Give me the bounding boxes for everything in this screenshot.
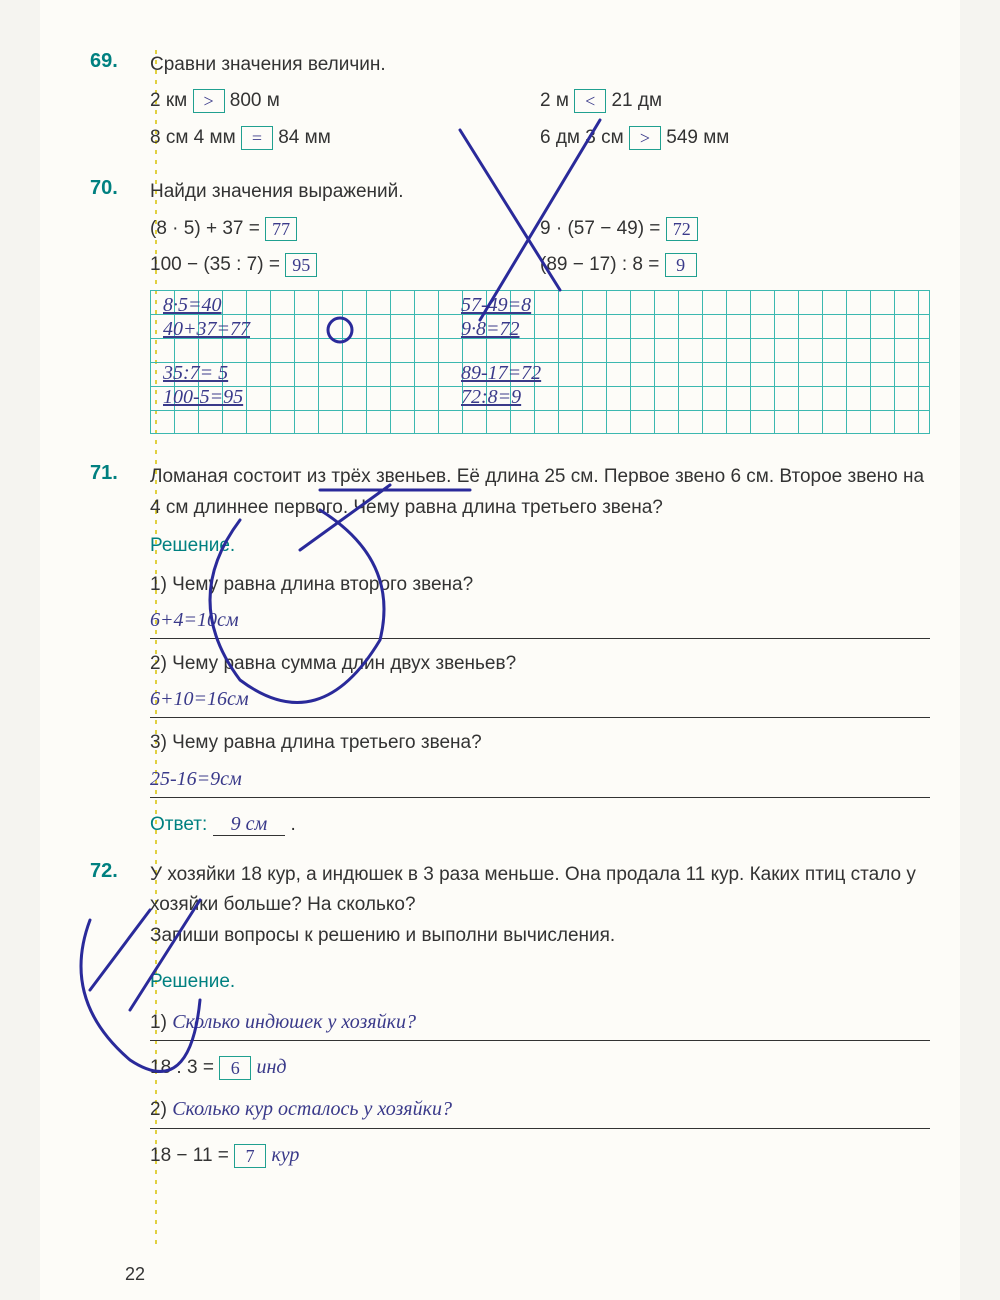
task-number: 69. <box>90 50 150 159</box>
task-prompt: Найди значения выражений. <box>150 177 930 207</box>
handwritten-answer: 6+4=10см <box>150 604 930 639</box>
work-line: 89-17=72 <box>461 361 541 385</box>
final-answer: 9 см <box>213 813 286 836</box>
work-line: 40+37=77 <box>163 317 250 341</box>
comparison-answer: < <box>574 89 606 113</box>
page-number: 22 <box>125 1264 145 1285</box>
task-70: 70. Найди значения выражений. (8 · 5) + … <box>90 177 930 444</box>
task-number: 72. <box>90 860 150 1171</box>
answer-label: Ответ: <box>150 814 207 835</box>
expression: 9 · (57 − 49) = <box>540 218 660 239</box>
expression: (8 · 5) + 37 = <box>150 218 260 239</box>
expression-answer: 6 <box>219 1056 251 1080</box>
compare-left: 2 км > 800 м <box>150 86 540 116</box>
operand: 84 мм <box>278 127 331 148</box>
calc-row: 18 − 11 = 7 кур <box>150 1139 930 1171</box>
operand: 549 мм <box>666 127 729 148</box>
unit: кур <box>271 1144 299 1166</box>
expr-right: 9 · (57 − 49) = 72 <box>540 214 930 244</box>
work-line: 35:7= 5 <box>163 361 250 385</box>
step-number: 2) <box>150 1099 167 1120</box>
compare-right: 6 дм 3 см > 549 мм <box>540 123 930 153</box>
step-row: 2) Сколько кур осталось у хозяйки? <box>150 1093 930 1128</box>
expression-answer: 7 <box>234 1144 266 1168</box>
work-line: 9·8=72 <box>461 317 541 341</box>
compare-row: 8 см 4 мм = 84 мм 6 дм 3 см > 549 мм <box>150 123 930 153</box>
expr-left: 100 − (35 : 7) = 95 <box>150 250 540 280</box>
compare-right: 2 м < 21 дм <box>540 86 930 116</box>
task-number: 71. <box>90 462 150 840</box>
comparison-answer: > <box>193 89 225 113</box>
step-number: 1) <box>150 1012 167 1033</box>
work-line: 72:8=9 <box>461 385 541 409</box>
comparison-answer: = <box>241 126 273 150</box>
expression-answer: 72 <box>666 217 698 241</box>
question: 2) Чему равна сумма длин двух звеньев? <box>150 649 930 679</box>
work-line <box>461 341 541 361</box>
task-72: 72. У хозяйки 18 кур, а индюшек в 3 раза… <box>90 860 930 1171</box>
unit: инд <box>256 1056 286 1078</box>
task-prompt: Ломаная состоит из трёх звеньев. Её длин… <box>150 462 930 523</box>
task-body: Сравни значения величин. 2 км > 800 м 2 … <box>150 50 930 159</box>
expression-answer: 77 <box>265 217 297 241</box>
task-69: 69. Сравни значения величин. 2 км > 800 … <box>90 50 930 159</box>
expr-right: (89 − 17) : 8 = 9 <box>540 250 930 280</box>
expression-answer: 9 <box>665 253 697 277</box>
work-column-right: 57-49=8 9·8=72 89-17=72 72:8=9 <box>461 293 541 409</box>
expression: 18 : 3 = <box>150 1057 214 1078</box>
operand: 8 см 4 мм <box>150 127 236 148</box>
expr-left: (8 · 5) + 37 = 77 <box>150 214 540 244</box>
expression-row: 100 − (35 : 7) = 95 (89 − 17) : 8 = 9 <box>150 250 930 280</box>
handwritten-answer: 6+10=16см <box>150 683 930 718</box>
handwritten-question: Сколько индюшек у хозяйки? <box>172 1011 416 1033</box>
comparison-answer: > <box>629 126 661 150</box>
solution-heading: Решение. <box>150 967 930 997</box>
expression: (89 − 17) : 8 = <box>540 254 659 275</box>
compare-left: 8 см 4 мм = 84 мм <box>150 123 540 153</box>
task-body: Найди значения выражений. (8 · 5) + 37 =… <box>150 177 930 444</box>
question: 3) Чему равна длина третьего звена? <box>150 728 930 758</box>
task-instruction: Запиши вопросы к решению и выполни вычис… <box>150 921 930 951</box>
task-prompt: Сравни значения величин. <box>150 50 930 80</box>
expression: 100 − (35 : 7) = <box>150 254 280 275</box>
step-row: 1) Сколько индюшек у хозяйки? <box>150 1006 930 1041</box>
work-column-left: 8·5=40 40+37=77 35:7= 5 100-5=95 <box>163 293 250 409</box>
work-line: 100-5=95 <box>163 385 250 409</box>
compare-row: 2 км > 800 м 2 м < 21 дм <box>150 86 930 116</box>
operand: 2 м <box>540 90 569 111</box>
task-body: У хозяйки 18 кур, а индюшек в 3 раза мен… <box>150 860 930 1171</box>
work-line <box>163 341 250 361</box>
expression: 18 − 11 = <box>150 1145 229 1166</box>
task-prompt: У хозяйки 18 кур, а индюшек в 3 раза мен… <box>150 860 930 921</box>
task-body: Ломаная состоит из трёх звеньев. Её длин… <box>150 462 930 840</box>
task-71: 71. Ломаная состоит из трёх звеньев. Её … <box>90 462 930 840</box>
calc-row: 18 : 3 = 6 инд <box>150 1051 930 1083</box>
work-line: 8·5=40 <box>163 293 250 317</box>
work-grid: 8·5=40 40+37=77 35:7= 5 100-5=95 57-49=8… <box>150 290 930 434</box>
operand: 21 дм <box>611 90 662 111</box>
solution-heading: Решение. <box>150 531 930 561</box>
task-number: 70. <box>90 177 150 444</box>
final-answer-row: Ответ: 9 см . <box>150 808 930 840</box>
operand: 6 дм 3 см <box>540 127 624 148</box>
expression-answer: 95 <box>285 253 317 277</box>
handwritten-answer: 25-16=9см <box>150 763 930 798</box>
period: . <box>290 814 295 835</box>
operand: 2 км <box>150 90 187 111</box>
question: 1) Чему равна длина второго звена? <box>150 570 930 600</box>
handwritten-question: Сколько кур осталось у хозяйки? <box>172 1098 452 1120</box>
work-line: 57-49=8 <box>461 293 541 317</box>
operand: 800 м <box>230 90 280 111</box>
expression-row: (8 · 5) + 37 = 77 9 · (57 − 49) = 72 <box>150 214 930 244</box>
workbook-page: 69. Сравни значения величин. 2 км > 800 … <box>40 0 960 1300</box>
